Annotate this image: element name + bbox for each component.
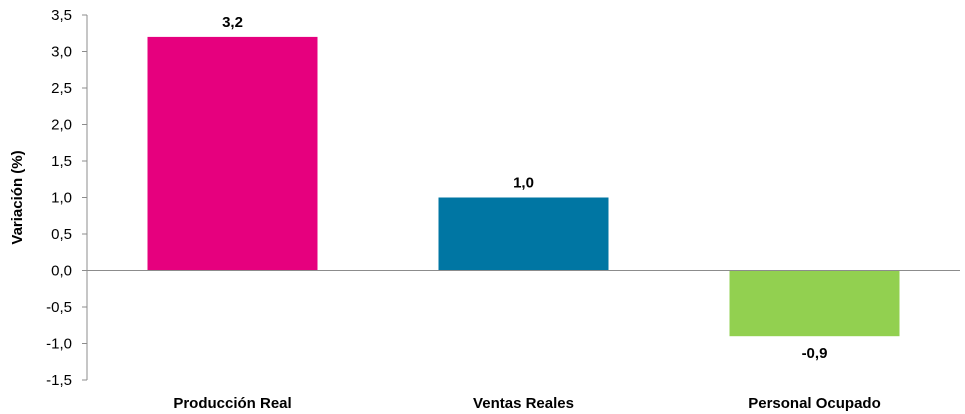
category-label: Ventas Reales xyxy=(473,395,574,412)
y-tick-label: 0,5 xyxy=(51,226,72,243)
category-label: Producción Real xyxy=(173,395,291,412)
bar-data-label: 3,2 xyxy=(222,14,243,31)
y-tick-label: -1,5 xyxy=(46,372,72,389)
category-labels: Producción Real Ventas Reales Personal Ocu… xyxy=(173,395,880,412)
y-axis-title: Variación (%) xyxy=(9,150,26,244)
y-axis-ticks: 3,5 3,0 2,5 2,0 1,5 1,0 0,5 0,0 -0,5 -1,0 -1,5 xyxy=(46,7,87,389)
y-tick-label: 0,0 xyxy=(51,263,72,280)
y-tick-label: -0,5 xyxy=(46,299,72,316)
y-tick-label: -1,0 xyxy=(46,336,72,353)
bar-data-label: -0,9 xyxy=(802,345,828,362)
data-labels: 3,2 1,0 -0,9 xyxy=(222,14,827,362)
y-tick-label: 3,5 xyxy=(51,7,72,24)
y-tick-label: 1,0 xyxy=(51,190,72,207)
bar xyxy=(438,197,609,271)
category-label: Personal Ocupado xyxy=(748,395,881,412)
y-tick-label: 3,0 xyxy=(51,44,72,61)
bar-data-label: 1,0 xyxy=(513,175,534,192)
bar xyxy=(729,270,900,337)
y-tick-label: 2,5 xyxy=(51,80,72,97)
bars xyxy=(147,36,900,337)
y-tick-label: 2,0 xyxy=(51,117,72,134)
y-tick-label: 1,5 xyxy=(51,153,72,170)
bar xyxy=(147,36,318,271)
